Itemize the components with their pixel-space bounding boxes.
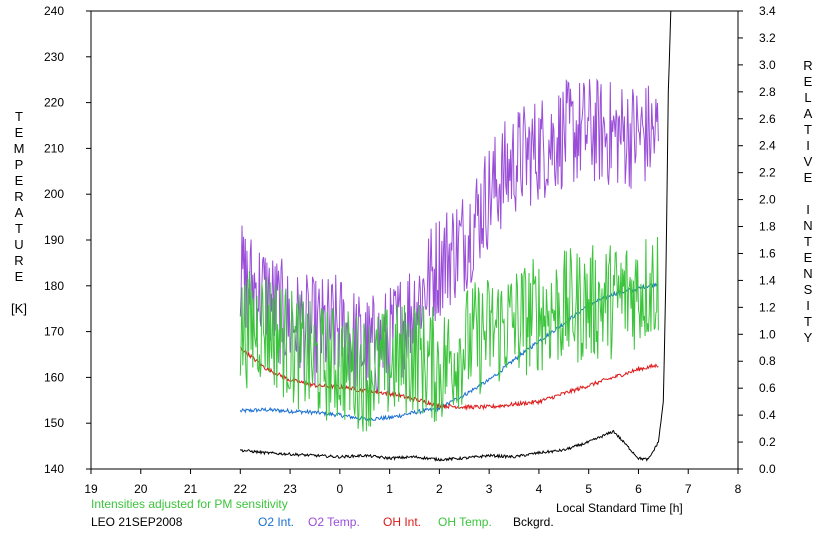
right-tick-label: 1.6 (759, 246, 776, 260)
left-tick-label: 230 (44, 50, 64, 64)
right-axis-letter: A (804, 106, 813, 121)
x-tick-label: 4 (536, 482, 543, 496)
x-tick-label: 3 (486, 482, 493, 496)
right-axis-letter: L (804, 90, 811, 105)
right-axis-letter: E (804, 74, 813, 89)
right-tick-label: 3.2 (759, 31, 776, 45)
left-axis-letter: R (14, 253, 23, 268)
right-axis-letter: N (803, 218, 812, 233)
left-axis-letter: E (15, 125, 24, 140)
x-tick-label: 8 (735, 482, 742, 496)
right-tick-label: 2.2 (759, 166, 776, 180)
legend-entry: O2 Temp. (308, 515, 360, 529)
left-tick-label: 170 (44, 325, 64, 339)
x-tick-label: 5 (585, 482, 592, 496)
xlabel: Local Standard Time [h] (556, 501, 683, 515)
x-tick-label: 23 (283, 482, 297, 496)
right-tick-label: 1.2 (759, 300, 776, 314)
right-tick-label: 3.4 (759, 4, 776, 18)
left-axis: 140 150 160 170 180 190 200 210 220 230 240 (44, 4, 91, 476)
note-text: Intensities adjusted for PM sensitivity (91, 497, 288, 511)
right-tick-label: 1.8 (759, 220, 776, 234)
right-tick-label: 0.4 (759, 408, 776, 422)
left-axis-letter: U (14, 237, 23, 252)
left-tick-label: 240 (44, 4, 64, 18)
series-line-oh-temp (239, 236, 659, 432)
left-axis-letter: R (14, 189, 23, 204)
left-tick-label: 200 (44, 187, 64, 201)
right-tick-label: 2.4 (759, 139, 776, 153)
left-axis-letter: A (15, 205, 24, 220)
right-axis-letter: T (804, 234, 812, 249)
left-tick-label: 150 (44, 416, 64, 430)
legend-entry: Bckgrd. (513, 515, 554, 529)
x-tick-label: 6 (635, 482, 642, 496)
left-axis-letter: E (15, 173, 24, 188)
left-tick-label: 190 (44, 233, 64, 247)
right-tick-label: 2.0 (759, 193, 776, 207)
right-tick-label: 2.8 (759, 85, 776, 99)
right-tick-label: 1.0 (759, 327, 776, 341)
left-axis-letter: [K] (11, 301, 27, 316)
right-axis-letter: V (804, 154, 813, 169)
left-axis-letter: T (15, 109, 23, 124)
legend-entry: OH Temp. (438, 515, 492, 529)
right-axis-letter: N (803, 266, 812, 281)
right-tick-label: 0.8 (759, 354, 776, 368)
x-tick-label: 21 (184, 482, 198, 496)
left-axis-letter: P (15, 157, 24, 172)
right-axis-letter: E (804, 170, 813, 185)
right-tick-label: 1.4 (759, 273, 776, 287)
legend: O2 Int. O2 Temp. OH Int. OH Temp. Bckgrd. (258, 515, 554, 529)
legend-entry: OH Int. (383, 515, 421, 529)
right-axis-letter: T (804, 314, 812, 329)
right-axis-letter: S (804, 282, 813, 297)
left-axis-letter: M (14, 141, 25, 156)
legend-entry: O2 Int. (258, 515, 294, 529)
x-tick-label: 19 (84, 482, 98, 496)
left-axis-letter: T (15, 221, 23, 236)
left-tick-label: 210 (44, 141, 64, 155)
right-axis-letter: I (806, 202, 810, 217)
x-axis: 19 20 21 22 23 0 1 2 3 4 5 6 7 8 (84, 469, 742, 496)
left-tick-label: 160 (44, 370, 64, 384)
right-tick-label: 3.0 (759, 58, 776, 72)
left-tick-label: 180 (44, 279, 64, 293)
right-axis-letter: R (803, 58, 812, 73)
right-tick-label: 2.6 (759, 112, 776, 126)
left-tick-label: 220 (44, 96, 64, 110)
right-tick-label: 0.6 (759, 381, 776, 395)
x-tick-label: 0 (337, 482, 344, 496)
right-axis-letter: Y (804, 330, 813, 345)
right-axis-letter: E (804, 250, 813, 265)
series-line-oh-int (240, 346, 659, 411)
plot-frame (90, 10, 739, 470)
x-tick-label: 7 (685, 482, 692, 496)
left-tick-label: 140 (44, 462, 64, 476)
right-axis-letter: I (806, 298, 810, 313)
right-axis: 0.0 0.2 0.4 0.6 0.8 1.0 1.2 1.4 1.6 1.8 2.0 2.2 2.4 2… (738, 4, 776, 476)
left-axis-letter: E (15, 269, 24, 284)
x-tick-label: 1 (386, 482, 393, 496)
station-label: LEO 21SEP2008 (91, 515, 183, 529)
series-layer (239, 10, 672, 462)
right-axis-letter: I (806, 138, 810, 153)
right-tick-label: 0.2 (759, 435, 776, 449)
right-tick-label: 0.0 (759, 462, 776, 476)
x-tick-label: 2 (436, 482, 443, 496)
x-tick-label: 20 (134, 482, 148, 496)
series-line-bckgrd (239, 10, 672, 462)
x-tick-label: 22 (234, 482, 248, 496)
right-axis-letter: T (804, 122, 812, 137)
